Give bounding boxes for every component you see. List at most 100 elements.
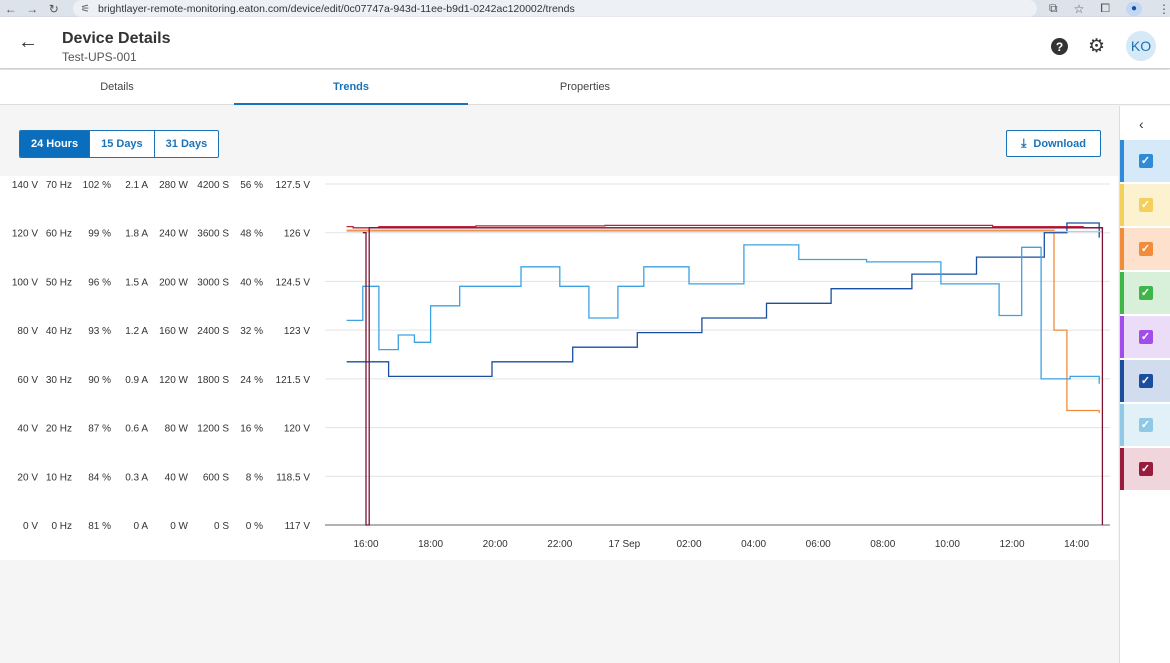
check-icon[interactable]: ✓ xyxy=(1138,462,1153,476)
browser-reload-icon[interactable]: ↻ xyxy=(48,1,59,16)
legend-toggle-4[interactable]: ✓ xyxy=(1120,316,1170,358)
series-line-2 xyxy=(346,222,1100,378)
y-tick-label: 8 % xyxy=(246,472,263,483)
y-tick-label: 280 W xyxy=(159,180,188,191)
legend-color-bar xyxy=(1120,140,1124,182)
check-icon[interactable]: ✓ xyxy=(1138,374,1153,388)
legend-toggle-0[interactable]: ✓ xyxy=(1120,140,1170,182)
check-icon[interactable]: ✓ xyxy=(1138,154,1153,168)
y-tick-label: 50 Hz xyxy=(46,277,72,288)
browser-forward-icon[interactable]: → xyxy=(26,1,39,16)
range-24-hours-button[interactable]: 24 Hours xyxy=(20,131,91,157)
y-tick-label: 240 W xyxy=(159,229,188,240)
y-tick-label: 0 Hz xyxy=(51,521,72,532)
trend-chart: 140 V 120 V 100 V 80 V 60 V 40 V 20 V 0 V 70 Hz 6… xyxy=(0,176,1118,560)
y-tick-label: 0 S xyxy=(214,521,229,532)
tab-trends[interactable]: Trends xyxy=(234,70,468,105)
gear-icon[interactable]: ⚙ xyxy=(1088,36,1106,57)
y-tick-label: 48 % xyxy=(240,229,263,240)
check-icon[interactable]: ✓ xyxy=(1138,418,1153,432)
url-text: brightlayer-remote-monitoring.eaton.com/… xyxy=(98,2,575,15)
y-tick-label: 60 Hz xyxy=(46,229,72,240)
device-name: Test-UPS-001 xyxy=(62,50,137,64)
legend-color-bar xyxy=(1120,272,1124,314)
y-tick-label: 0 A xyxy=(134,521,149,532)
bookmark-star-icon[interactable]: ☆ xyxy=(1073,1,1085,16)
y-tick-label: 40 V xyxy=(17,424,38,435)
check-icon[interactable]: ✓ xyxy=(1138,330,1153,344)
chevron-left-icon[interactable]: ‹ xyxy=(1139,116,1144,132)
y-tick-label: 102 % xyxy=(83,180,111,191)
browser-menu-icon[interactable]: ⋮ xyxy=(1157,1,1170,16)
y-tick-label: 4200 S xyxy=(197,180,229,191)
y-tick-label: 1800 S xyxy=(197,375,229,386)
series-legend-panel: ‹ ✓ ✓ ✓ ✓ ✓ ✓ ✓ ✓ xyxy=(1119,106,1170,663)
y-tick-label: 84 % xyxy=(88,472,111,483)
install-app-icon[interactable]: ⧉ xyxy=(1049,1,1058,15)
range-31-days-button[interactable]: 31 Days xyxy=(165,138,208,150)
legend-toggle-7[interactable]: ✓ xyxy=(1120,448,1170,490)
check-icon[interactable]: ✓ xyxy=(1138,242,1153,256)
y-tick-label: 120 V xyxy=(284,424,310,435)
tab-details[interactable]: Details xyxy=(100,81,134,93)
y-tick-label: 32 % xyxy=(240,326,263,337)
y-tick-label: 0 % xyxy=(246,521,263,532)
y-tick-label: 2.1 A xyxy=(125,180,148,191)
x-tick-label: 20:00 xyxy=(483,539,508,550)
y-tick-label: 40 Hz xyxy=(46,326,72,337)
y-tick-label: 24 % xyxy=(240,375,263,386)
legend-toggle-1[interactable]: ✓ xyxy=(1120,184,1170,226)
check-icon[interactable]: ✓ xyxy=(1138,286,1153,300)
y-tick-label: 121.5 V xyxy=(276,375,311,386)
x-tick-label: 10:00 xyxy=(935,539,960,550)
y-tick-label: 96 % xyxy=(88,277,111,288)
avatar[interactable]: KO xyxy=(1126,31,1156,61)
app-header: ← Device Details Test-UPS-001 ? ⚙ KO xyxy=(0,17,1170,69)
legend-color-bar xyxy=(1120,360,1124,402)
y-tick-label: 10 Hz xyxy=(46,472,72,483)
y-tick-label: 80 V xyxy=(17,326,38,337)
y-tick-label: 600 S xyxy=(203,472,229,483)
help-icon[interactable]: ? xyxy=(1051,38,1068,55)
browser-profile-icon[interactable]: ● xyxy=(1125,1,1142,16)
y-tick-label: 0 W xyxy=(170,521,188,532)
y-tick-label: 70 Hz xyxy=(46,180,72,191)
legend-color-bar xyxy=(1120,448,1124,490)
x-tick-label: 16:00 xyxy=(353,539,378,550)
y-tick-label: 118.5 V xyxy=(276,472,310,483)
y-tick-label: 140 V xyxy=(12,180,38,191)
download-button[interactable]: ⤓ Download xyxy=(1006,130,1101,157)
browser-back-icon[interactable]: ← xyxy=(4,1,17,16)
x-tick-label: 08:00 xyxy=(870,539,895,550)
y-tick-label: 0 V xyxy=(23,521,38,532)
range-15-days-button[interactable]: 15 Days xyxy=(90,131,155,157)
check-icon[interactable]: ✓ xyxy=(1138,198,1153,212)
legend-toggle-5[interactable]: ✓ xyxy=(1120,360,1170,402)
legend-toggle-2[interactable]: ✓ xyxy=(1120,228,1170,270)
series-line-5 xyxy=(362,227,1104,526)
y-tick-label: 60 V xyxy=(17,375,38,386)
site-info-icon[interactable]: ⚟ xyxy=(80,2,91,15)
download-label: Download xyxy=(1033,137,1086,150)
y-tick-label: 80 W xyxy=(165,424,189,435)
y-tick-label: 0.3 A xyxy=(125,472,148,483)
y-tick-label: 40 % xyxy=(240,277,263,288)
legend-toggle-6[interactable]: ✓ xyxy=(1120,404,1170,446)
legend-color-bar xyxy=(1120,404,1124,446)
x-tick-label: 02:00 xyxy=(676,539,701,550)
y-tick-label: 3000 S xyxy=(197,277,229,288)
legend-toggle-3[interactable]: ✓ xyxy=(1120,272,1170,314)
x-tick-label: 17 Sep xyxy=(609,539,641,550)
y-tick-label: 120 W xyxy=(159,375,188,386)
address-bar[interactable]: ⚟ brightlayer-remote-monitoring.eaton.co… xyxy=(72,0,1038,17)
y-tick-label: 81 % xyxy=(88,521,111,532)
y-tick-label: 100 V xyxy=(12,277,38,288)
y-tick-label: 87 % xyxy=(88,424,111,435)
y-tick-label: 126 V xyxy=(284,229,310,240)
y-tick-label: 30 Hz xyxy=(46,375,72,386)
legend-color-bar xyxy=(1120,316,1124,358)
tab-properties[interactable]: Properties xyxy=(559,81,611,93)
y-tick-label: 2400 S xyxy=(197,326,229,337)
extensions-icon[interactable]: ⧠ xyxy=(1100,1,1110,15)
back-arrow-icon[interactable]: ← xyxy=(18,31,38,53)
